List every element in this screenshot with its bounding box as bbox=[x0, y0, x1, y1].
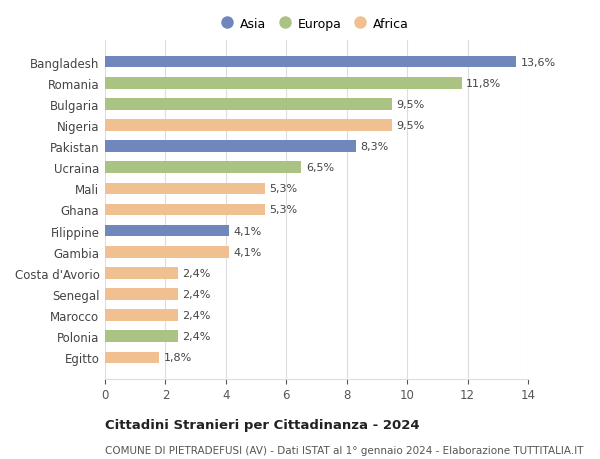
Bar bbox=[105, 330, 178, 342]
Text: 2,4%: 2,4% bbox=[182, 289, 211, 299]
Text: 2,4%: 2,4% bbox=[182, 310, 211, 320]
Text: 6,5%: 6,5% bbox=[306, 163, 334, 173]
Text: 13,6%: 13,6% bbox=[520, 57, 556, 67]
Text: 1,8%: 1,8% bbox=[164, 353, 192, 363]
Bar bbox=[105, 309, 178, 321]
Bar bbox=[105, 246, 229, 258]
Text: 5,3%: 5,3% bbox=[269, 184, 298, 194]
Bar bbox=[105, 204, 265, 216]
Text: 11,8%: 11,8% bbox=[466, 78, 502, 89]
Bar bbox=[105, 268, 178, 279]
Text: 2,4%: 2,4% bbox=[182, 268, 211, 278]
Text: 4,1%: 4,1% bbox=[233, 247, 262, 257]
Text: 9,5%: 9,5% bbox=[397, 100, 425, 110]
Bar bbox=[105, 141, 356, 152]
Text: Cittadini Stranieri per Cittadinanza - 2024: Cittadini Stranieri per Cittadinanza - 2… bbox=[105, 418, 419, 431]
Bar bbox=[105, 183, 265, 195]
Text: 5,3%: 5,3% bbox=[269, 205, 298, 215]
Legend: Asia, Europa, Africa: Asia, Europa, Africa bbox=[220, 14, 413, 34]
Bar bbox=[105, 120, 392, 131]
Text: 4,1%: 4,1% bbox=[233, 226, 262, 236]
Text: 9,5%: 9,5% bbox=[397, 121, 425, 131]
Bar bbox=[105, 162, 301, 174]
Bar bbox=[105, 289, 178, 300]
Bar bbox=[105, 56, 516, 68]
Bar bbox=[105, 99, 392, 111]
Bar bbox=[105, 352, 160, 364]
Bar bbox=[105, 225, 229, 237]
Bar bbox=[105, 78, 461, 90]
Text: 8,3%: 8,3% bbox=[361, 142, 389, 152]
Text: COMUNE DI PIETRADEFUSI (AV) - Dati ISTAT al 1° gennaio 2024 - Elaborazione TUTTI: COMUNE DI PIETRADEFUSI (AV) - Dati ISTAT… bbox=[105, 445, 583, 455]
Text: 2,4%: 2,4% bbox=[182, 331, 211, 341]
